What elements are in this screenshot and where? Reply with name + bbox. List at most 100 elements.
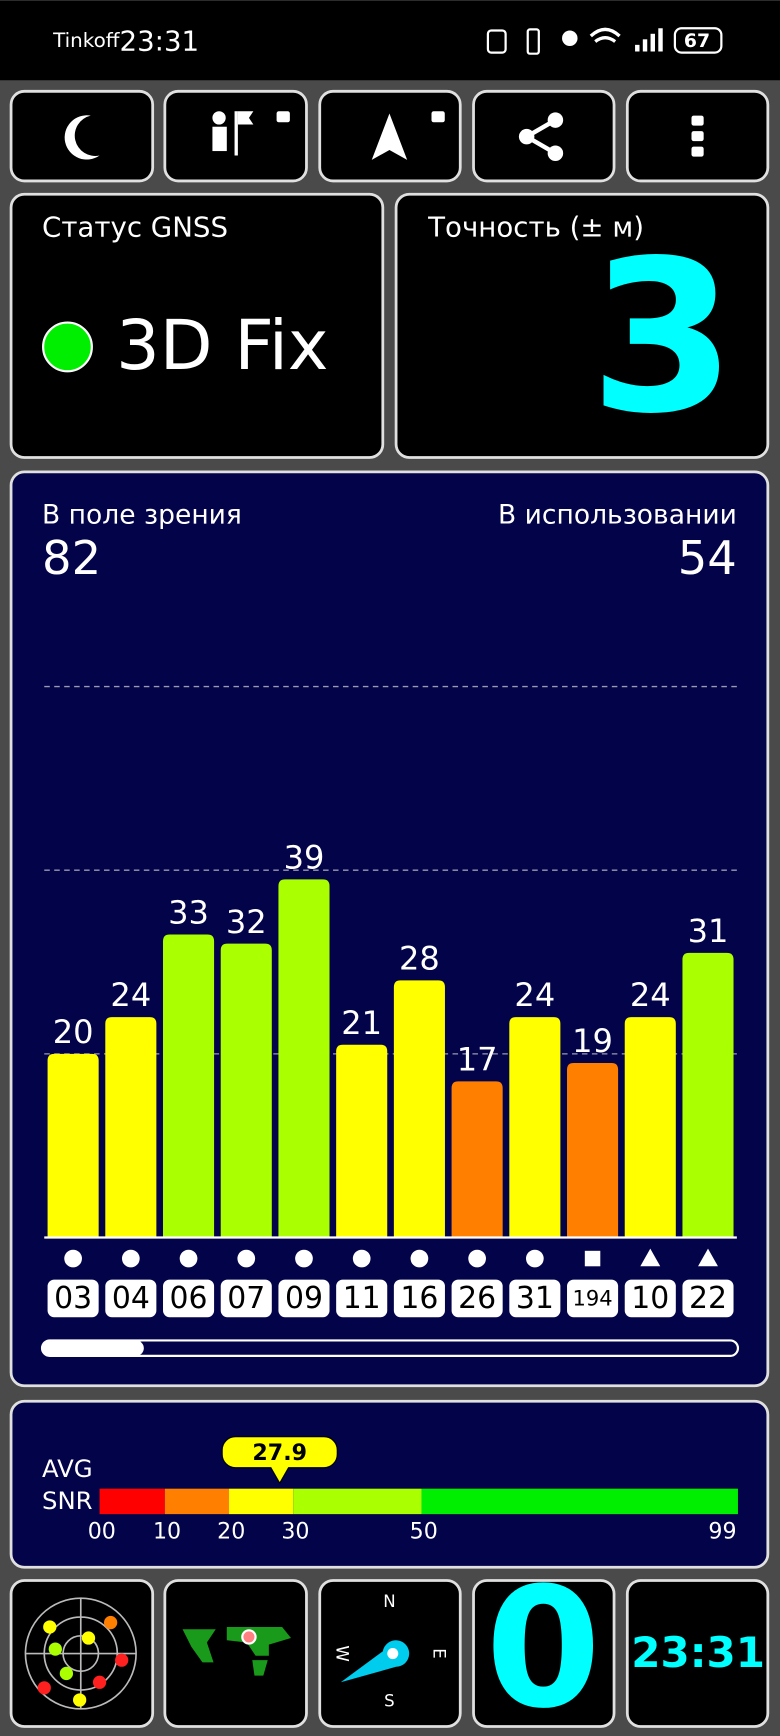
gnss-status-title: Статус GNSS [42,211,228,244]
satellite-id: 09 [285,1281,323,1316]
counter-value: 0 [485,1553,600,1736]
satellite-id-box [105,1279,157,1318]
satellite-id: 31 [516,1281,554,1316]
satellite-id: 16 [400,1281,438,1316]
constellation-symbol [295,1249,313,1268]
counter-button[interactable] [472,1579,616,1728]
satellite-id-box [451,1279,503,1318]
satellite-id-box [336,1279,388,1318]
bar-value-label: 33 [168,894,209,932]
bar-value-label: 21 [341,1004,382,1042]
clock-button[interactable] [625,1579,770,1728]
satellite-id: 10 [631,1281,669,1316]
compass-n: N [383,1592,395,1611]
satellite-id: 06 [170,1281,208,1316]
accuracy-value: 3 [589,215,735,460]
in-use-count: 54 [678,531,737,585]
compass-w: W [332,1645,351,1661]
snr-label-snr: SNR [42,1486,93,1515]
constellation-symbol [352,1249,371,1268]
snr-tick-label: 99 [708,1518,736,1544]
snr-bar-chart: 20 03 24 04 33 06 32 07 39 09 21 11 28 16 17 26 24 31 19 19… [44,685,737,1318]
gnss-status-value: 3D Fix [116,306,328,386]
bar-value-label: 19 [572,1022,613,1060]
constellation-symbol [410,1249,429,1268]
snr-segment [229,1488,294,1515]
snr-tick-label: 50 [410,1518,438,1544]
satellite-id: 07 [227,1281,265,1316]
satellite-id: 26 [458,1281,496,1316]
map-button[interactable] [163,1579,308,1728]
navigate-button[interactable] [318,89,462,183]
night-button[interactable] [9,89,155,183]
snr-segment [164,1488,230,1515]
bar [47,1053,99,1238]
battery-level: 67 [684,31,710,52]
constellation-symbol [698,1248,718,1267]
satellite-id-box [509,1279,561,1318]
constellation-symbol [584,1250,601,1267]
satellite-id-box [624,1279,676,1318]
sky-plot-button[interactable] [9,1579,155,1728]
clock: 23:31 [119,25,199,58]
status-icons [486,27,723,55]
compass-e: E [430,1648,449,1658]
snr-label-avg: AVG [42,1454,93,1483]
carrier: Tinkoff [52,29,121,52]
bar [451,1081,503,1238]
satellite-id-box [220,1279,272,1318]
satellite-id-box [278,1279,330,1318]
satellite-id-box [567,1279,619,1318]
satellite-id: 22 [689,1281,727,1316]
constellation-symbol [64,1249,82,1268]
bar-value-label: 39 [284,838,325,876]
bar [393,980,445,1238]
in-view-label: В поле зрения [42,500,242,531]
snr-tick-label: 00 [88,1518,116,1544]
snr-segment [293,1488,422,1515]
snr-avg-value: 27.9 [252,1440,307,1466]
gnss-status-panel [9,192,385,459]
bar-value-label: 24 [514,976,555,1014]
constellation-symbol [468,1249,486,1268]
bar [278,879,330,1238]
bar [105,1017,157,1238]
bar [163,934,215,1238]
snr-segment [99,1488,165,1515]
share-button[interactable] [472,89,616,183]
compass-s: S [384,1692,395,1711]
status-bar [0,0,780,81]
bar [336,1044,388,1238]
satellite-id: 04 [112,1281,150,1316]
snr-gauge: 00 10 20 30 50 99 27.9 [88,1436,738,1544]
in-view-count: 82 [42,531,101,585]
satellite-id: 194 [572,1285,612,1310]
waypoint-button[interactable] [163,89,308,183]
snr-segment [421,1488,738,1515]
satellite-id-box [163,1279,215,1318]
compass-button[interactable] [318,1579,462,1728]
in-use-label: В использовании [498,500,737,531]
snr-avg-marker [221,1436,338,1485]
satellite-id: 03 [54,1281,92,1316]
bar-value-label: 31 [688,912,729,950]
bar-value-label: 17 [457,1041,498,1079]
scrollbar-thumb[interactable] [42,1340,144,1356]
constellation-symbol [179,1249,198,1268]
bar [682,952,734,1238]
satellite-id-box [682,1279,734,1318]
accuracy-title: Точность (± м) [427,211,644,244]
snr-tick-label: 20 [217,1518,245,1544]
clock-value: 23:31 [631,1628,765,1677]
constellation-symbol [525,1249,544,1268]
bar-value-label: 24 [110,976,151,1014]
satellite-id: 11 [343,1281,381,1316]
satellite-id-box [47,1279,99,1318]
bar [567,1063,619,1238]
bar-value-label: 28 [399,939,440,977]
bar-value-label: 24 [630,976,671,1014]
bar-value-label: 32 [226,903,267,941]
menu-button[interactable] [625,89,770,183]
snr-tick-label: 30 [281,1518,309,1544]
bar [624,1017,676,1238]
